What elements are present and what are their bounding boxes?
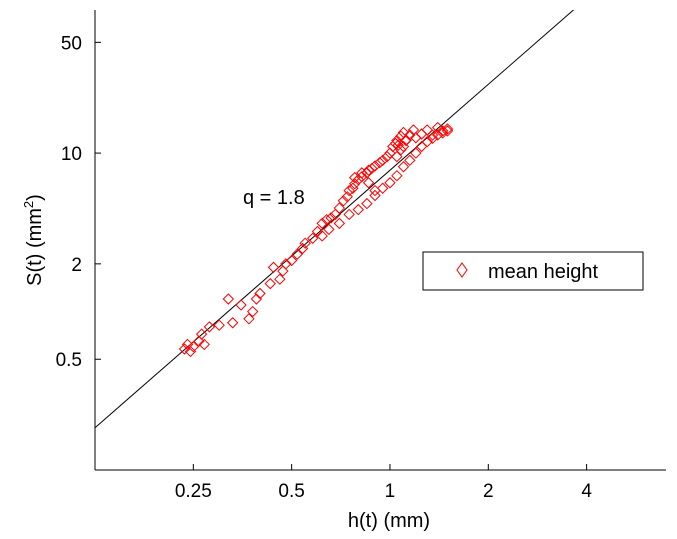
data-point [195,328,208,340]
data-point [349,171,361,184]
data-point [337,195,350,207]
data-point [441,125,454,137]
data-point [426,132,439,145]
data-point [299,237,311,249]
data-point [410,147,422,159]
data-point [373,156,386,169]
data-point [285,254,298,267]
data-point [436,125,449,137]
data-point [436,127,449,139]
data-point [320,213,333,226]
data-point [362,177,375,189]
data-point [226,317,239,329]
data-point [235,299,247,311]
data-point [203,321,216,333]
data-point [198,338,210,351]
data-point [316,230,328,242]
data-point [389,137,402,150]
x-tick-label: 0.5 [278,481,304,502]
data-point [243,313,255,325]
x-tick-label: 4 [581,481,592,502]
data-point [341,191,353,203]
data-point [306,232,319,244]
ticks-layer [95,41,588,470]
data-point [222,293,235,305]
legend-diamond-icon [456,262,468,278]
x-axis-label: h(t) (mm) [348,510,430,532]
x-tick-label: 1 [385,481,396,502]
data-point [404,154,416,167]
data-point [274,273,286,285]
data-point [397,161,410,173]
data-point [400,134,412,147]
data-point [250,293,263,305]
x-tick-label: 2 [483,481,494,502]
data-point [369,184,381,197]
data-point [193,335,205,347]
legend-box [422,251,644,291]
data-point [280,258,292,270]
data-point [421,135,433,148]
data-point [391,134,403,147]
data-point [391,169,403,182]
y-tick-label: 0.5 [56,350,82,371]
data-point [352,203,365,216]
data-point [369,160,381,172]
fit-annotation: q = 1.8 [243,187,305,209]
data-point [343,184,355,197]
data-point [267,261,280,274]
data-point [213,319,225,331]
x-tick-label: 0.25 [175,481,212,502]
x-tick-labels: 0.25 0.5 1 2 4 [175,481,592,502]
data-point [366,162,378,175]
data-point [369,189,381,202]
data-point [431,129,444,141]
data-point [395,130,407,142]
data-point [349,178,361,190]
data-point [277,265,289,277]
data-point [361,197,373,210]
data-point [184,345,197,358]
data-point [343,208,355,221]
y-tick-labels: 0.5 2 10 50 [56,33,82,371]
data-point [323,223,335,236]
data-point [441,123,454,135]
legend: mean height [422,251,644,291]
data-point [426,129,439,141]
data-point [381,150,393,163]
data-point [333,202,346,214]
y-tick-label: 10 [61,144,82,165]
data-point [376,154,389,167]
y-tick-label: 2 [71,255,82,276]
legend-label-mean-height: mean height [488,261,599,283]
data-point [316,217,328,230]
data-point [362,164,375,176]
data-point [325,212,337,224]
data-point [376,182,389,194]
data-point [254,287,266,300]
data-point [264,277,276,290]
data-point [291,248,303,260]
data-point [347,182,359,194]
data-point [384,177,396,189]
y-tick-label: 50 [61,33,82,54]
data-point [395,144,407,156]
data-point [356,167,368,179]
data-point [333,217,346,230]
data-point [247,305,259,318]
data-point [178,343,191,355]
data-point [187,340,200,353]
points-layer [178,121,454,358]
y-axis-label: S(t) (mm2) [21,194,46,286]
data-point [391,150,403,163]
data-point [404,129,416,141]
